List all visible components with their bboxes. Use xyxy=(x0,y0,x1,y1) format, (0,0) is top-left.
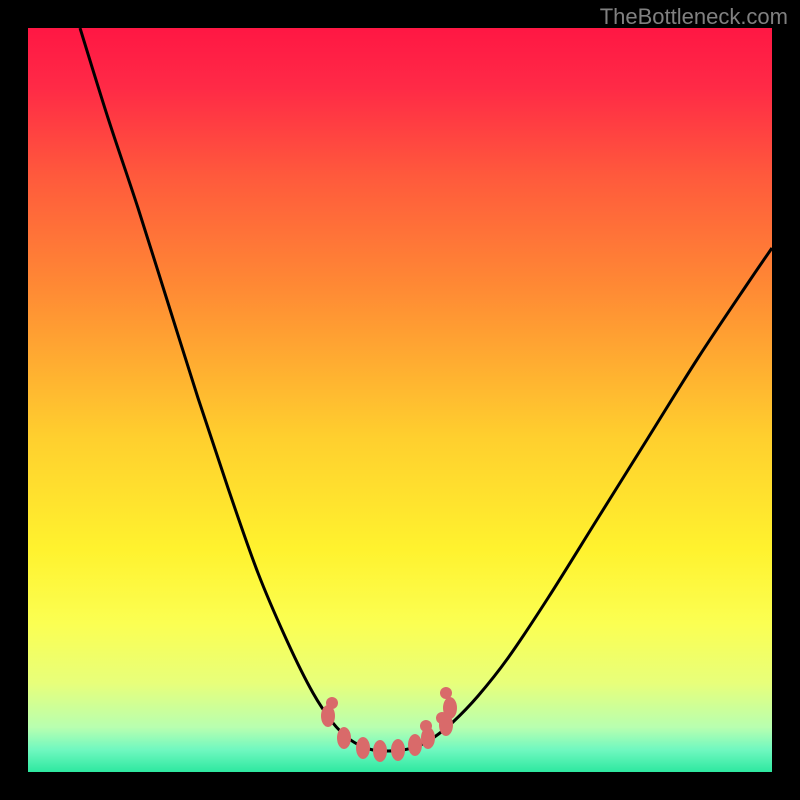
curve-marker-dot xyxy=(440,687,452,699)
curve-marker xyxy=(391,739,405,761)
curve-marker-dot xyxy=(420,720,432,732)
curve-marker-dot xyxy=(436,712,448,724)
curve-marker xyxy=(337,727,351,749)
bottleneck-curve-chart xyxy=(28,28,772,772)
plot-area xyxy=(28,28,772,772)
gradient-background xyxy=(28,28,772,772)
curve-marker xyxy=(373,740,387,762)
chart-container: TheBottleneck.com xyxy=(0,0,800,800)
curve-marker xyxy=(408,734,422,756)
curve-marker-dot xyxy=(326,697,338,709)
watermark-text: TheBottleneck.com xyxy=(600,4,788,30)
curve-marker xyxy=(356,737,370,759)
